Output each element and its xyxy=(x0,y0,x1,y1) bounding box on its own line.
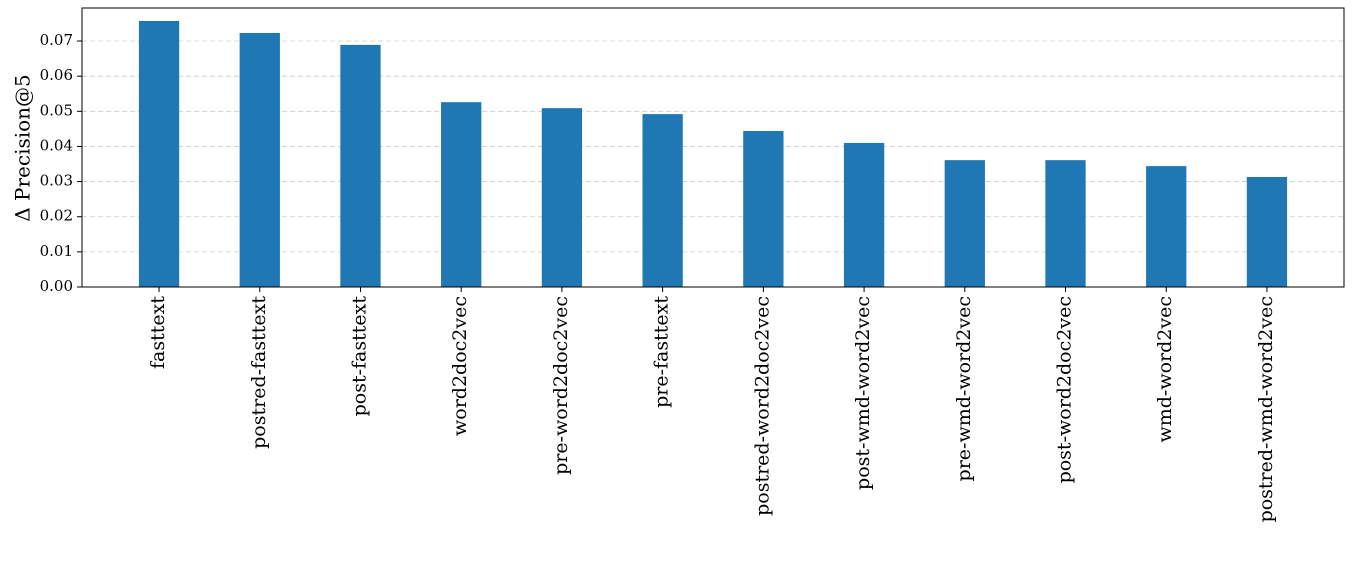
x-tick-label: postred-fasttext xyxy=(248,296,270,449)
y-tick-label: 0.04 xyxy=(40,136,73,154)
x-tick-label: post-word2doc2vec xyxy=(1054,296,1076,483)
x-tick-label: postred-wmd-word2vec xyxy=(1255,296,1277,522)
x-tick-label: wmd-word2vec xyxy=(1154,296,1176,443)
x-tick-label: word2doc2vec xyxy=(449,296,471,436)
y-axis-label: Δ Precision@5 xyxy=(11,74,35,222)
y-tick-label: 0.00 xyxy=(40,277,73,295)
x-tick-label: pre-fasttext xyxy=(651,296,673,408)
y-tick-label: 0.07 xyxy=(40,31,73,49)
y-tick-label: 0.06 xyxy=(40,66,73,84)
x-tick-label: fasttext xyxy=(147,296,169,369)
y-tick-label: 0.05 xyxy=(40,101,73,119)
bar xyxy=(944,160,985,287)
bar xyxy=(642,114,683,288)
x-tick-label: pre-wmd-word2vec xyxy=(953,296,975,481)
x-tick-label: postred-word2doc2vec xyxy=(751,296,773,516)
y-tick-label: 0.02 xyxy=(40,207,73,225)
bar xyxy=(239,32,280,287)
x-tick-label: post-fasttext xyxy=(348,296,370,417)
bar xyxy=(743,130,784,287)
bar xyxy=(843,142,885,287)
plot-frame xyxy=(81,7,1345,288)
bar xyxy=(1045,160,1086,287)
bar xyxy=(1146,166,1187,287)
y-tick-label: 0.03 xyxy=(40,172,73,190)
x-tick-label: pre-word2doc2vec xyxy=(550,296,572,475)
bar xyxy=(441,102,482,287)
bar xyxy=(138,21,180,288)
bar xyxy=(1246,177,1288,287)
x-tick-label: post-wmd-word2vec xyxy=(852,296,874,490)
bar xyxy=(340,44,381,288)
y-tick-label: 0.01 xyxy=(40,242,73,260)
bar xyxy=(541,108,583,287)
